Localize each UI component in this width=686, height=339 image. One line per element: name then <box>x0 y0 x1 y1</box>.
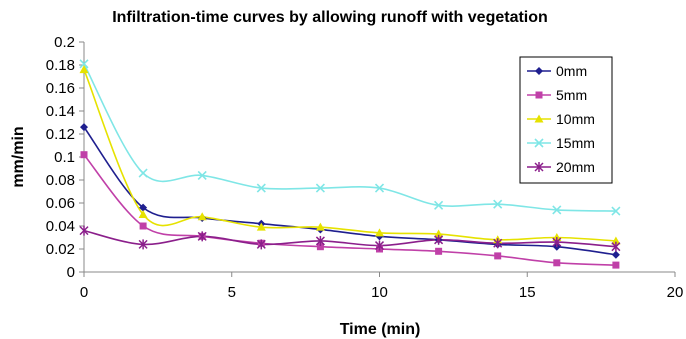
series-line-15mm <box>83 63 616 212</box>
x-tick-label: 15 <box>519 284 536 301</box>
legend-label-0mm: 0mm <box>556 63 587 79</box>
data-point-15mm <box>374 183 385 193</box>
data-point-15mm <box>256 183 266 193</box>
data-point-10mm <box>375 228 384 237</box>
y-tick-label: 0.16 <box>46 80 75 97</box>
data-point-15mm <box>611 206 621 216</box>
data-point-10mm <box>197 212 207 221</box>
data-point-5mm <box>139 222 147 230</box>
data-point-5mm <box>316 243 324 251</box>
data-point-20mm <box>434 234 444 245</box>
series-line-20mm <box>83 229 616 248</box>
y-tick-label: 0.06 <box>46 195 75 212</box>
data-point-15mm <box>315 183 325 193</box>
legend-marker-0mm <box>535 67 543 75</box>
data-point-10mm <box>315 222 325 231</box>
data-point-5mm <box>435 247 443 255</box>
legend-marker-15mm <box>534 138 544 148</box>
legend-label-15mm: 15mm <box>556 135 595 151</box>
data-point-15mm <box>434 200 444 210</box>
x-axis-ticks: 0 5 10 15 20 <box>80 272 684 301</box>
y-tick-label: 0.1 <box>54 149 75 166</box>
series-line-0mm <box>83 126 617 256</box>
data-point-10mm <box>79 65 89 74</box>
legend-label-10mm: 10mm <box>556 111 595 127</box>
data-point-10mm <box>434 229 444 238</box>
data-point-10mm <box>256 222 266 231</box>
y-axis-ticks: 0 0.02 0.04 0.06 0.08 0.1 0.12 0.14 0.16 0.18 0.2 <box>46 34 84 281</box>
x-tick-label: 0 <box>80 284 88 301</box>
y-tick-label: 0.12 <box>46 126 75 143</box>
data-point-0mm <box>139 203 148 212</box>
data-point-5mm <box>612 261 620 269</box>
y-tick-label: 0.08 <box>46 172 75 189</box>
data-point-5mm <box>553 259 561 267</box>
data-point-20mm <box>315 235 325 246</box>
y-tick-label: 0.2 <box>54 34 75 51</box>
y-tick-label: 0 <box>67 264 75 281</box>
data-point-15mm <box>138 168 148 178</box>
legend-box <box>519 56 613 184</box>
data-point-5mm <box>494 252 502 260</box>
x-tick-label: 5 <box>228 284 236 301</box>
y-tick-label: 0.02 <box>46 241 75 258</box>
data-point-0mm <box>80 123 88 132</box>
x-axis-title: Time (min) <box>340 321 421 338</box>
legend-marker-10mm <box>534 114 544 123</box>
x-tick-label: 20 <box>667 284 684 301</box>
legend-marker-20mm <box>534 162 544 172</box>
chart-title: Infiltration-time curves by allowing run… <box>112 9 548 26</box>
data-point-20mm <box>552 237 562 248</box>
data-point-20mm <box>256 239 266 250</box>
data-point-10mm <box>138 210 148 218</box>
data-point-15mm <box>79 59 89 69</box>
data-point-15mm <box>493 199 503 209</box>
legend-label-5mm: 5mm <box>556 87 587 103</box>
data-point-10mm <box>611 236 621 245</box>
y-axis-title: mm/min <box>10 126 27 187</box>
data-point-0mm <box>611 250 620 259</box>
legend: 0mm 5mm 10mm 15mm 20mm <box>519 56 613 184</box>
y-tick-label: 0.14 <box>46 103 75 120</box>
data-point-20mm <box>79 225 89 236</box>
series-line-5mm <box>83 154 616 266</box>
series-markers <box>79 59 621 269</box>
data-point-20mm <box>493 238 503 249</box>
data-point-20mm <box>197 231 207 242</box>
data-point-20mm <box>374 240 385 251</box>
legend-label-20mm: 20mm <box>556 159 595 175</box>
x-tick-label: 10 <box>371 284 388 301</box>
data-point-5mm <box>80 151 88 159</box>
legend-marker-5mm <box>535 91 543 99</box>
legend-items: 0mm 5mm 10mm 15mm 20mm <box>527 63 595 175</box>
y-tick-label: 0.04 <box>46 218 75 235</box>
data-point-20mm <box>138 239 148 250</box>
y-tick-label: 0.18 <box>46 57 75 74</box>
data-point-15mm <box>197 170 207 180</box>
data-point-20mm <box>611 241 621 252</box>
data-point-15mm <box>552 205 562 215</box>
